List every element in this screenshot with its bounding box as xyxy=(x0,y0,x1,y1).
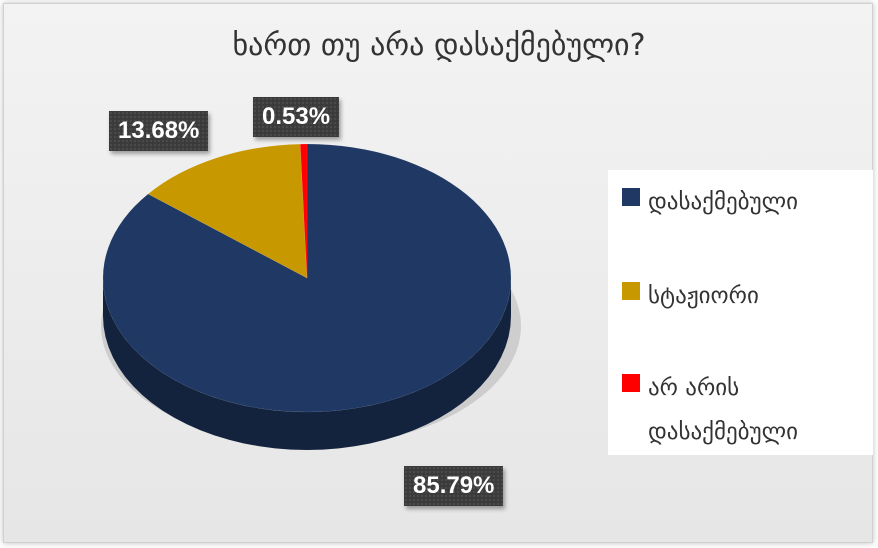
pie-slice-2 xyxy=(299,143,308,279)
pie-slice-1 xyxy=(147,143,308,279)
legend-label-employed: დასაქმებული xyxy=(648,189,798,215)
legend-swatch-intern xyxy=(622,282,640,300)
data-label-not-employed: 0.53% xyxy=(253,97,340,137)
legend-item-intern: სტაჟიორი xyxy=(622,274,868,318)
legend-label-intern: სტაჟიორი xyxy=(648,283,759,309)
data-label-employed: 85.79% xyxy=(404,466,504,506)
legend-item-employed: დასაქმებული xyxy=(622,180,868,224)
chart-title: ხართ თუ არა დასაქმებული? xyxy=(232,28,646,63)
data-label-intern: 13.68% xyxy=(109,111,209,151)
legend-swatch-not-employed xyxy=(622,374,640,392)
pie-slice-0 xyxy=(102,143,512,413)
legend-swatch-employed xyxy=(622,188,640,206)
legend-label-not-employed: არ არის დასაქმებული xyxy=(648,375,798,445)
pie-side-0 xyxy=(103,278,511,450)
legend: დასაქმებული სტაჟიორი არ არის დასაქმებული xyxy=(608,170,873,455)
legend-item-not-employed: არ არის დასაქმებული xyxy=(622,366,868,454)
